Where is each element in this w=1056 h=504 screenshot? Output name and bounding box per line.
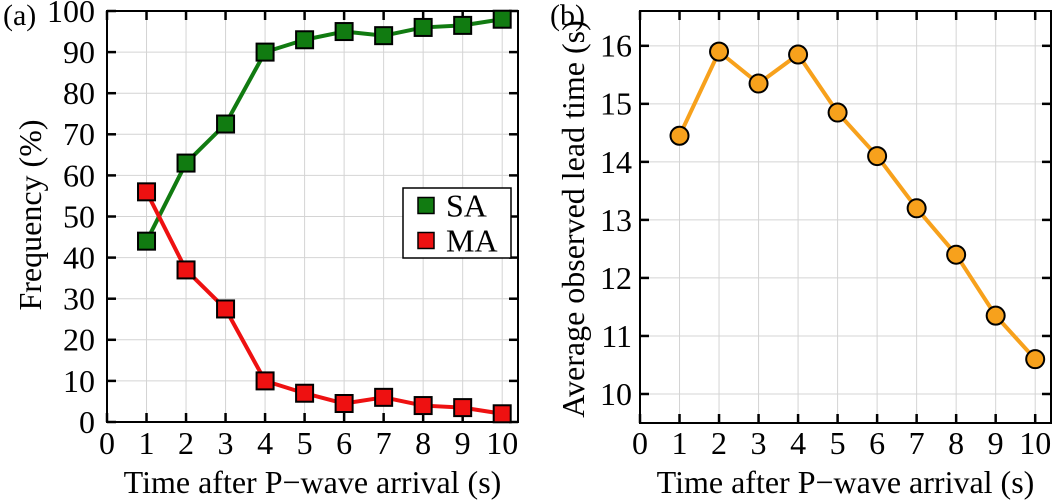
plot-border [106, 10, 519, 423]
series-line [144, 17, 503, 243]
y-tick-label: 30 [63, 281, 95, 317]
x-tick-label: 9 [455, 425, 471, 461]
data-point [413, 396, 433, 416]
y-tick-label: 20 [63, 322, 95, 358]
x-tick-label: 2 [178, 425, 194, 461]
x-axis-title: Time after P−wave arrival (s) [124, 464, 502, 500]
x-tick-label: 8 [948, 425, 964, 461]
y-tick-labels: 10 11 12 13 14 15 16 [600, 28, 632, 412]
data-point [137, 182, 157, 202]
y-tick-label: 60 [63, 157, 95, 193]
data-point [906, 198, 927, 219]
y-tick-label: 14 [600, 144, 632, 180]
data-point [788, 44, 809, 65]
legend-label-ma: MA [446, 223, 498, 259]
x-tick-label: 1 [672, 425, 688, 461]
data-point [137, 231, 157, 251]
x-tick-labels: 0 1 2 3 4 5 6 7 8 9 10 [632, 425, 1051, 461]
x-tick-label: 0 [99, 425, 115, 461]
x-tick-labels: 0 1 2 3 4 5 6 7 8 9 10 [99, 425, 518, 461]
data-point [748, 73, 769, 94]
y-tick-label: 15 [600, 86, 632, 122]
series-sa [137, 9, 512, 251]
x-tick-label: 9 [988, 425, 1004, 461]
x-tick-label: 7 [376, 425, 392, 461]
y-tick-label: 0 [79, 404, 95, 440]
data-point [334, 394, 354, 414]
gridlines [639, 11, 1051, 423]
data-point [669, 125, 690, 146]
data-point [295, 30, 315, 50]
x-tick-label: 4 [790, 425, 806, 461]
data-point [176, 260, 196, 280]
y-tick-label: 12 [600, 260, 632, 296]
data-point [413, 17, 433, 37]
x-tick-label: 2 [711, 425, 727, 461]
data-point [453, 15, 473, 35]
y-tick-label: 16 [600, 28, 632, 64]
x-tick-label: 3 [218, 425, 234, 461]
data-point [255, 42, 275, 62]
data-point [374, 26, 394, 46]
data-point [492, 9, 512, 29]
x-tick-label: 4 [257, 425, 273, 461]
tick-marks [638, 11, 1051, 423]
x-tick-label: 6 [869, 425, 885, 461]
plot-border [639, 10, 1052, 424]
x-tick-label: 10 [1019, 425, 1051, 461]
series-line [144, 190, 503, 416]
legend-swatch-sa [417, 196, 435, 215]
y-tick-labels: 0 10 20 30 40 50 60 70 80 90 100 [47, 0, 95, 440]
x-tick-label: 7 [909, 425, 925, 461]
data-point [334, 22, 354, 42]
x-tick-label: 5 [297, 425, 313, 461]
data-point [216, 299, 236, 319]
y-tick-label: 11 [601, 318, 632, 354]
y-tick-label: 70 [63, 116, 95, 152]
x-tick-label: 10 [486, 425, 518, 461]
x-tick-label: 1 [139, 425, 155, 461]
data-point [453, 398, 473, 418]
y-tick-label: 80 [63, 75, 95, 111]
series-average-observed-lead-time [669, 41, 1046, 370]
legend-swatch-ma [417, 231, 435, 250]
data-point [709, 41, 730, 62]
x-axis-title: Time after P−wave arrival (s) [657, 464, 1035, 500]
data-point [492, 404, 512, 424]
data-point [946, 244, 967, 265]
series-ma [137, 182, 512, 424]
y-tick-label: 90 [63, 34, 95, 70]
y-axis-title: Average observed lead time (s) [555, 20, 591, 417]
data-point [176, 153, 196, 173]
data-point [1025, 349, 1046, 370]
y-tick-label: 40 [63, 239, 95, 275]
data-point [295, 383, 315, 403]
y-tick-label: 50 [63, 198, 95, 234]
data-point [374, 387, 394, 407]
panel-label-b: (b) [550, 0, 585, 32]
data-point [827, 102, 848, 123]
y-tick-label: 10 [63, 363, 95, 399]
x-tick-label: 3 [751, 425, 767, 461]
data-point [255, 371, 275, 391]
legend-label-sa: SA [446, 188, 487, 224]
series-line [677, 49, 1037, 361]
y-tick-label: 10 [600, 376, 632, 412]
y-axis-title: Frequency (%) [12, 119, 48, 310]
data-point [216, 114, 236, 134]
data-point [985, 305, 1006, 326]
data-point [867, 146, 888, 167]
y-tick-label: 100 [47, 0, 95, 29]
x-tick-label: 8 [415, 425, 431, 461]
y-tick-label: 13 [600, 202, 632, 238]
x-tick-label: 0 [632, 425, 648, 461]
x-tick-label: 6 [336, 425, 352, 461]
panel-label-a: (a) [3, 0, 36, 32]
x-tick-label: 5 [830, 425, 846, 461]
